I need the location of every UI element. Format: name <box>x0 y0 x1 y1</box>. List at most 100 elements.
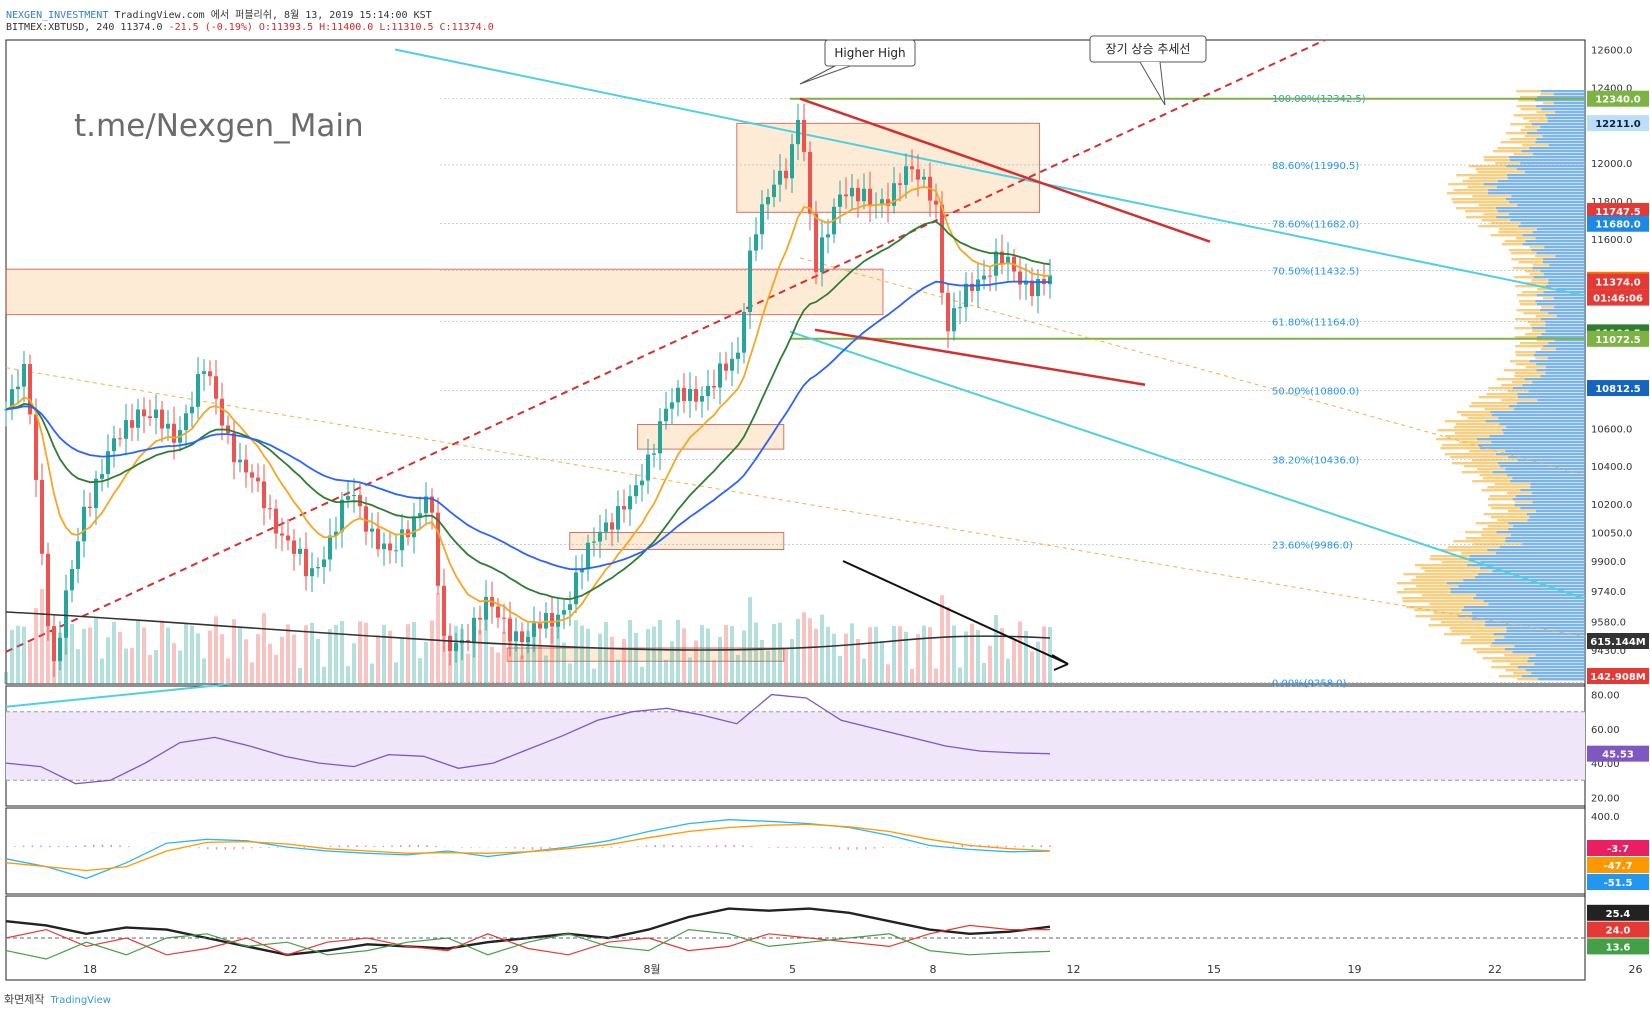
volume-bar <box>508 616 512 684</box>
price-tick-label: 11800.0 <box>1591 197 1632 208</box>
candle-body <box>496 606 500 618</box>
volume-profile-bar <box>1495 552 1585 555</box>
volume-bar <box>430 620 434 684</box>
volume-bar <box>202 658 206 684</box>
candle-body <box>586 542 590 570</box>
volume-profile-bar <box>1514 372 1546 375</box>
volume-profile-bar <box>1542 261 1585 264</box>
volume-profile-bar <box>1447 546 1500 549</box>
volume-profile-bar <box>1506 474 1585 477</box>
volume-bar <box>232 619 236 684</box>
volume-profile-bar <box>1472 648 1505 651</box>
volume-bar <box>46 598 50 684</box>
candle-body <box>190 406 194 414</box>
candle-body <box>70 568 74 591</box>
volume-profile-bar <box>1535 654 1585 657</box>
candle-body <box>676 387 680 403</box>
ema-orange-line <box>5 185 1051 624</box>
candle-body <box>118 438 122 440</box>
volume-bar <box>130 647 134 684</box>
volume-profile-bar <box>1532 267 1585 270</box>
fib-level-label: 50.00%(10800.0) <box>1272 386 1359 397</box>
supply-demand-zone <box>5 268 884 316</box>
volume-profile-bar <box>1506 426 1585 429</box>
time-tick-label: 15 <box>1207 963 1221 976</box>
volume-profile-bar <box>1444 420 1486 423</box>
volume-profile-bar <box>1487 549 1585 552</box>
candle-body <box>532 623 536 637</box>
volume-bar <box>940 595 944 684</box>
candle-body <box>100 474 104 479</box>
volume-bar <box>958 667 962 684</box>
volume-profile-bar <box>1520 96 1538 99</box>
volume-profile-bar <box>1411 579 1464 582</box>
volume-profile-bar <box>1455 423 1500 426</box>
candle-body <box>862 188 866 202</box>
volume-bar <box>706 628 710 684</box>
resistance-trendline <box>799 97 1211 243</box>
candle-body <box>574 572 578 605</box>
volume-bar <box>154 649 158 684</box>
volume-profile-bar <box>1535 105 1585 108</box>
volume-profile-bar <box>1528 657 1585 660</box>
volume-profile-bar <box>1516 168 1585 171</box>
volume-profile-bar <box>1481 534 1511 537</box>
volume-bar <box>676 619 680 684</box>
volume-profile-bar <box>1450 588 1585 591</box>
candle-body <box>370 528 374 532</box>
volume-profile-bar <box>1494 483 1531 486</box>
volume-profile-bar <box>1542 297 1554 300</box>
candle-body <box>82 506 86 542</box>
candle-body <box>526 636 530 643</box>
dmi-tag-bg <box>1587 938 1649 955</box>
volume-bar <box>532 620 536 684</box>
candle-body <box>346 496 350 500</box>
trend-callout-pointer <box>1139 61 1166 106</box>
candle-body <box>808 151 812 214</box>
volume-profile-bar <box>1535 510 1585 513</box>
volume-profile-bar <box>1489 435 1585 438</box>
dmi-tag: 25.4 <box>1606 909 1631 920</box>
volume-profile-bar <box>1545 114 1585 117</box>
price-tag-bg <box>1587 215 1649 232</box>
candle-body <box>154 409 158 419</box>
macd-signal-line <box>5 823 1051 872</box>
volume-bar <box>646 629 650 684</box>
volume-profile-bar <box>1484 159 1510 162</box>
price-tick-label: 9430.0 <box>1591 646 1626 657</box>
volume-profile-bar <box>1505 537 1585 540</box>
time-tick-label: 5 <box>789 963 796 976</box>
price-tag-bg <box>1587 289 1649 306</box>
volume-profile-bar <box>1553 93 1585 96</box>
volume-bar <box>874 626 878 684</box>
volume-bar <box>1024 630 1028 684</box>
volume-profile-bar <box>1456 207 1497 210</box>
higher-high-pointer <box>799 65 851 85</box>
volume-profile-bar <box>1497 180 1585 183</box>
volume-profile-bar <box>1454 432 1504 435</box>
candle-body <box>184 413 188 431</box>
symbol-label: BITMEX:XBTUSD, 240 <box>6 22 115 33</box>
chart-header-ohlc: BITMEX:XBTUSD, 240 11374.0 -21.5 (-0.19%… <box>6 22 494 33</box>
volume-profile-bar <box>1515 318 1541 321</box>
candle-body <box>742 311 746 353</box>
volume-profile-bar <box>1520 489 1585 492</box>
volume-bar <box>856 638 860 684</box>
volume-profile-bar <box>1403 588 1451 591</box>
volume-profile-bar <box>1496 531 1585 534</box>
volume-profile-bar <box>1472 543 1523 546</box>
volume-profile-bar <box>1522 234 1585 237</box>
candle-body <box>850 187 854 197</box>
volume-profile-bar <box>1531 279 1549 282</box>
volume-bar <box>754 622 758 684</box>
time-tick-label: 8월 <box>643 963 660 976</box>
volume-profile-bar <box>1494 639 1585 642</box>
candle-body <box>616 506 620 530</box>
volume-profile-bar <box>1488 603 1585 606</box>
volume-bar <box>208 630 212 684</box>
volume-profile-bar <box>1527 132 1585 135</box>
candle-body <box>232 433 236 463</box>
volume-bar <box>274 654 278 684</box>
candle-body <box>1030 280 1034 297</box>
